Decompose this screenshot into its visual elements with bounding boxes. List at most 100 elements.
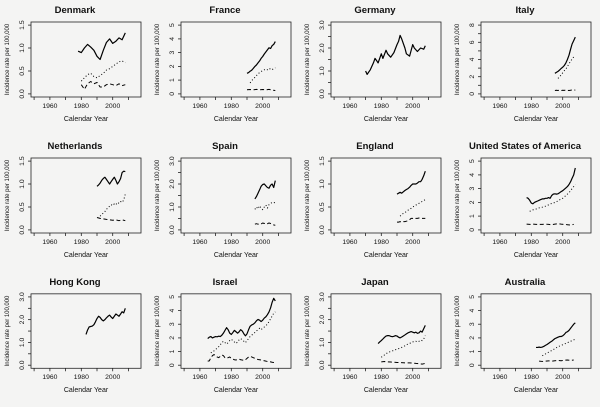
series-dashed-line — [96, 217, 126, 222]
y-axis-tick-label: 4 — [169, 37, 176, 41]
chart-panel-hong-kong: Hong Kong 1960 1980 2000 0.0 1.0 2.0 3.0 Calenda… — [0, 272, 150, 407]
chart-svg: United States of America 1960 1980 2000 0 1 2 3… — [455, 141, 592, 259]
chart-title: England — [356, 141, 394, 152]
y-axis-tick-label: 0 — [469, 92, 476, 96]
x-axis-tick-label: 1960 — [492, 103, 507, 110]
x-axis-tick-label: 1960 — [192, 374, 207, 381]
series-dotted-line — [249, 67, 276, 84]
plot-box — [480, 157, 592, 234]
x-axis-tick-label: 1980 — [224, 374, 239, 381]
y-axis-tick-label: 2.0 — [169, 179, 176, 189]
y-axis-label: Incidence rate per 100,000 — [5, 295, 11, 366]
y-axis-tick-label: 4 — [469, 173, 476, 177]
series-dotted-line — [529, 184, 576, 212]
x-axis-label: Calendar Year — [64, 387, 109, 394]
series-dashed-line — [246, 88, 276, 91]
x-axis-tick-label: 1960 — [192, 103, 207, 110]
y-axis-tick-label: 4 — [469, 57, 476, 61]
y-axis-tick-label: 1 — [169, 78, 176, 82]
y-axis-tick-label: 2.0 — [319, 315, 326, 325]
plot-box — [30, 157, 142, 234]
y-axis-tick-label: 5 — [169, 295, 176, 299]
y-axis-tick-label: 1.0 — [19, 43, 26, 53]
y-axis-tick-label: 4 — [469, 309, 476, 313]
x-axis-label: Calendar Year — [214, 387, 259, 394]
series-dashed-line — [526, 223, 574, 226]
y-axis-tick-label: 0.0 — [19, 360, 26, 370]
x-axis-tick-label: 1980 — [374, 374, 389, 381]
y-axis-tick-label: 0 — [469, 363, 476, 367]
chart-panel-france: France 1960 1980 2000 0 1 2 3 4 5 Calendar Year Inc… — [150, 0, 300, 136]
y-axis-tick-label: 2 — [169, 336, 176, 340]
y-axis-tick-label: 3 — [469, 322, 476, 326]
y-axis-tick-label: 1.5 — [319, 156, 326, 166]
series-solid-line — [377, 325, 426, 344]
chart-svg: Germany 1960 1980 2000 0.0 1.0 2.0 3.0 Calendar … — [305, 5, 442, 123]
chart-panel-israel: Israel 1960 1980 2000 0 1 2 3 4 5 Calendar Year Inc… — [150, 272, 300, 407]
y-axis-tick-label: 1.0 — [319, 338, 326, 348]
series-dashed-line — [397, 217, 426, 223]
y-axis-tick-label: 0 — [169, 92, 176, 96]
y-axis-tick-label: 3.0 — [319, 292, 326, 302]
chart-panel-denmark: Denmark 1960 1980 2000 0.0 0.5 1.0 1.5 Calendar … — [0, 0, 150, 136]
y-axis-tick-label: 1 — [469, 214, 476, 218]
x-axis-tick-label: 1980 — [74, 374, 89, 381]
y-axis-tick-label: 0.5 — [319, 202, 326, 212]
chart-svg: Israel 1960 1980 2000 0 1 2 3 4 5 Calendar Year Inc… — [155, 277, 292, 394]
y-axis-tick-label: 1.5 — [19, 20, 26, 30]
y-axis-label: Incidence rate per 100,000 — [305, 295, 311, 366]
series-solid-line — [554, 36, 576, 74]
y-axis-label: Incidence rate per 100,000 — [155, 23, 161, 95]
chart-title: Netherlands — [48, 141, 103, 152]
x-axis-label: Calendar Year — [364, 387, 409, 394]
y-axis-tick-label: 0 — [469, 228, 476, 232]
x-axis-tick-label: 1960 — [342, 374, 357, 381]
x-axis-tick-label: 1980 — [74, 239, 89, 246]
y-axis-tick-label: 3.0 — [19, 292, 26, 302]
series-dashed-line — [554, 89, 576, 91]
x-axis-tick-label: 1960 — [42, 239, 57, 246]
plot-box — [180, 157, 292, 234]
chart-title: Israel — [213, 277, 238, 288]
x-axis-tick-label: 1980 — [374, 103, 389, 110]
y-axis-label: Incidence rate per 100,000 — [5, 159, 11, 231]
x-axis-tick-label: 1960 — [492, 239, 507, 246]
series-solid-line — [536, 322, 576, 349]
y-axis-tick-label: 3 — [169, 50, 176, 54]
y-axis-tick-label: 2 — [169, 64, 176, 68]
y-axis-tick-label: 2 — [469, 75, 476, 79]
x-axis-tick-label: 1980 — [524, 374, 539, 381]
series-dashed-line — [80, 81, 126, 90]
y-axis-label: Incidence rate per 100,000 — [5, 23, 11, 95]
x-axis-tick-label: 1980 — [74, 103, 89, 110]
x-axis-tick-label: 2000 — [255, 239, 270, 246]
series-dotted-line — [210, 311, 276, 354]
x-axis-label: Calendar Year — [514, 387, 559, 394]
chart-panel-australia: Australia 1960 1980 2000 0 1 2 3 4 5 Calendar Year… — [450, 272, 600, 407]
series-solid-line — [85, 308, 126, 335]
y-axis-tick-label: 5 — [469, 159, 476, 163]
plot-box — [180, 21, 292, 98]
x-axis-tick-label: 1960 — [492, 374, 507, 381]
chart-panel-netherlands: Netherlands 1960 1980 2000 0.0 0.5 1.0 1.5 Calen… — [0, 136, 150, 272]
x-axis-label: Calendar Year — [64, 116, 109, 123]
chart-svg: Spain 1960 1980 2000 0.0 1.0 2.0 3.0 Calendar Ye… — [155, 141, 292, 259]
plot-box — [30, 21, 142, 98]
series-solid-line — [526, 167, 576, 205]
series-dotted-line — [254, 201, 276, 211]
chart-panel-united-states-of-america: United States of America 1960 1980 2000 0 1 2 3… — [450, 136, 600, 272]
y-axis-tick-label: 2 — [469, 200, 476, 204]
y-axis-tick-label: 1.0 — [319, 66, 326, 76]
x-axis-label: Calendar Year — [364, 116, 409, 123]
y-axis-label: Incidence rate per 100,000 — [455, 159, 461, 231]
y-axis-tick-label: 1.0 — [19, 179, 26, 189]
x-axis-label: Calendar Year — [514, 252, 559, 259]
x-axis-label: Calendar Year — [364, 252, 409, 259]
plot-box — [480, 21, 592, 98]
x-axis-tick-label: 1960 — [342, 239, 357, 246]
chart-title: Italy — [515, 5, 535, 16]
series-dotted-line — [80, 60, 126, 82]
chart-panel-spain: Spain 1960 1980 2000 0.0 1.0 2.0 3.0 Calendar Ye… — [150, 136, 300, 272]
series-solid-line — [207, 297, 276, 340]
y-axis-tick-label: 0.5 — [19, 66, 26, 76]
